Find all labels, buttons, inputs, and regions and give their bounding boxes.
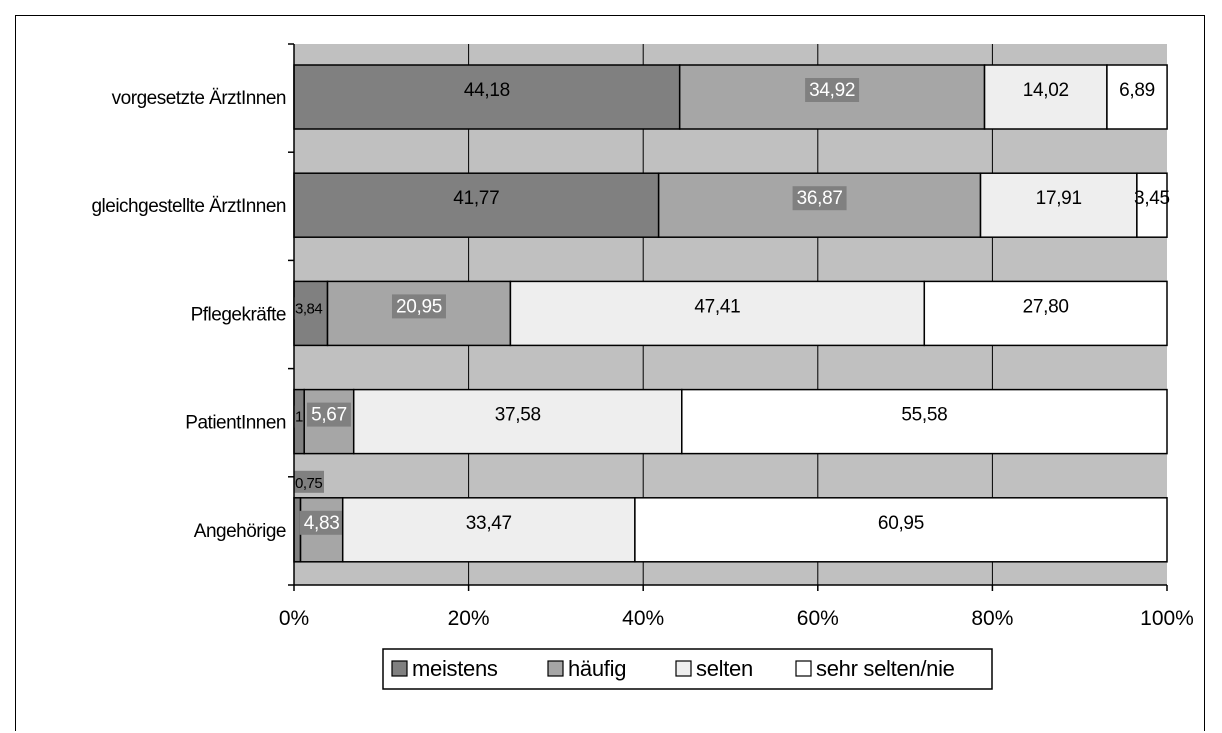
x-tick-label: 80% (971, 607, 1013, 630)
bar-segment (983, 64, 1108, 130)
bar-segment (634, 497, 1168, 563)
legend-label: häufig (568, 656, 626, 681)
bar-segment (923, 280, 1168, 347)
legend-swatch (391, 660, 408, 677)
x-tick-label: 20% (448, 607, 490, 630)
data-label: 4,83 (304, 513, 340, 534)
data-label: 37,58 (495, 405, 541, 426)
data-label: 33,47 (466, 513, 512, 534)
bar-segment (979, 172, 1138, 238)
bar-segment (509, 280, 926, 347)
data-label: 55,58 (901, 405, 947, 426)
data-label-bg (805, 78, 860, 102)
x-tick-label: 40% (622, 607, 664, 630)
category-label: gleichgestellte ÄrztInnen (91, 196, 286, 217)
legend-label: selten (696, 656, 753, 681)
data-label-bg (306, 402, 351, 427)
data-label-bg (792, 186, 847, 211)
x-tick-label: 0% (279, 607, 309, 630)
legend-swatch (547, 660, 564, 677)
category-label: Pflegekräfte (191, 304, 286, 325)
x-tick-label: 60% (797, 607, 839, 630)
category-label: PatientInnen (185, 413, 286, 434)
bar-segment (293, 497, 302, 563)
data-label: 0,75 (295, 475, 322, 492)
category-label: Angehörige (194, 521, 286, 542)
data-label: 44,18 (464, 80, 510, 101)
data-label-bg (299, 510, 344, 535)
data-label: 3,84 (295, 300, 322, 317)
data-label: 27,80 (1023, 296, 1069, 317)
bar-segment (293, 172, 660, 238)
data-label: 5,67 (311, 405, 347, 426)
data-label: 20,95 (396, 296, 442, 317)
data-label: 3,45 (1134, 188, 1170, 209)
data-label: 17,91 (1036, 188, 1082, 209)
data-label: 47,41 (694, 296, 740, 317)
data-label: 36,87 (797, 188, 843, 209)
bar-segment (1106, 64, 1168, 130)
data-label: 60,95 (878, 513, 924, 534)
bar-segment (352, 388, 683, 455)
data-label-bg (294, 297, 326, 320)
data-label: 14,02 (1023, 80, 1069, 101)
legend-label: meistens (412, 656, 498, 681)
data-label: 6,89 (1119, 80, 1155, 101)
legend-swatch (795, 660, 812, 677)
data-label-bg (391, 294, 446, 319)
category-label: vorgesetzte ÄrztInnen (112, 88, 286, 109)
bar-segment (681, 388, 1168, 455)
legend-label: sehr selten/nie (816, 656, 955, 681)
data-label-bg (294, 470, 324, 493)
data-label: 41,77 (453, 188, 499, 209)
bar-segment (341, 497, 636, 563)
bar-segment (1136, 172, 1168, 238)
legend-swatch (675, 660, 692, 677)
bar-segment (293, 64, 681, 130)
data-label: 34,92 (809, 80, 855, 101)
x-tick-label: 100% (1140, 607, 1194, 630)
